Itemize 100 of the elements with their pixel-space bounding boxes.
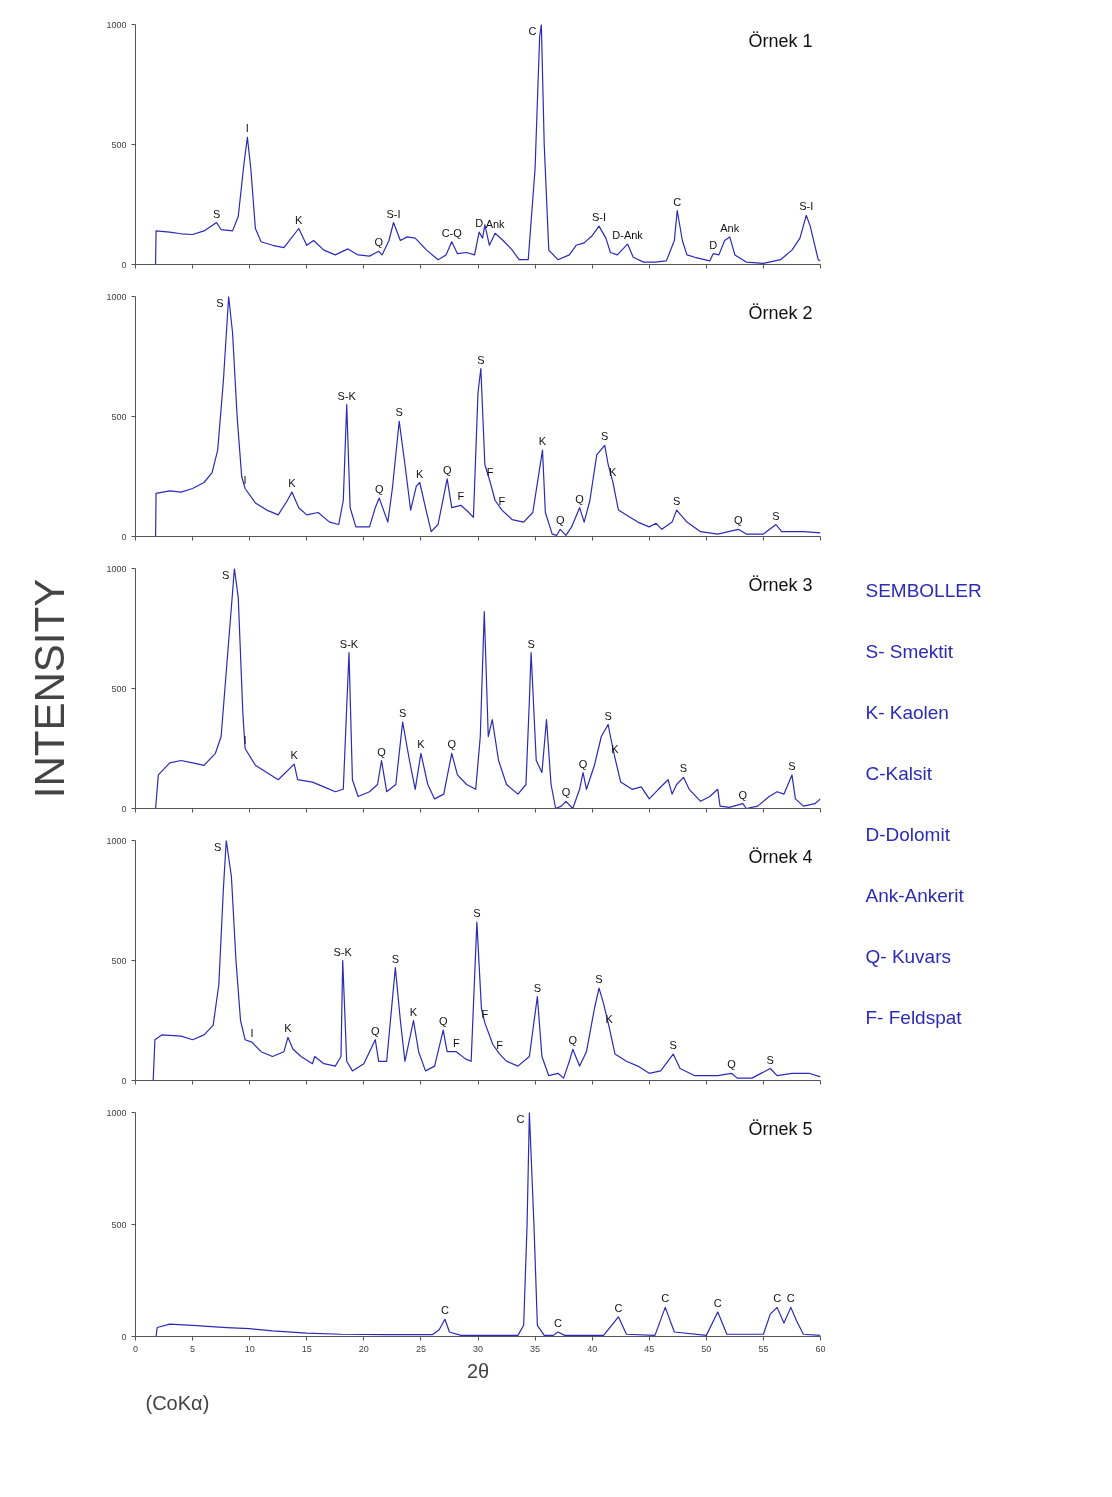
annotation: Q: [555, 514, 565, 527]
annotation: F: [486, 466, 494, 479]
annotation: Q: [377, 745, 387, 758]
annotation: S: [766, 1053, 774, 1066]
chart-title: Örnek 5: [748, 1118, 813, 1139]
line-series: [152, 840, 821, 1081]
annotation: Q: [370, 1024, 380, 1037]
annotation: S-K: [339, 637, 359, 650]
annotation: S-I: [386, 207, 401, 220]
annotation: S: [669, 1039, 677, 1052]
line-series: [155, 1112, 821, 1337]
annotation: Q: [561, 786, 571, 799]
text: Q- Kuvars: [865, 946, 952, 967]
x-tick-label: 10: [244, 1343, 255, 1354]
x-tick-label: 40: [587, 1343, 598, 1354]
y-tick-label: 500: [111, 955, 127, 966]
annotation: C-Q: [441, 226, 463, 239]
annotation: Q: [374, 483, 384, 496]
annotation: S: [672, 495, 681, 508]
annotation: Q: [374, 236, 384, 249]
annotation: K: [609, 466, 618, 479]
line-series: [154, 296, 821, 537]
annotation: K: [284, 1022, 293, 1035]
annotation: Ank: [485, 218, 506, 231]
annotation: C: [440, 1304, 449, 1317]
annotation: S: [595, 973, 603, 986]
y-tick-label: 500: [111, 411, 127, 422]
annotation: S-K: [333, 945, 353, 958]
annotation: K: [538, 435, 547, 448]
text: C-Kalsit: [865, 763, 933, 784]
chart-title: Örnek 3: [748, 574, 813, 595]
annotation: S: [398, 707, 407, 720]
annotation: F: [496, 1039, 504, 1052]
annotation: S: [527, 637, 535, 650]
x-axis-title: 2θ: [466, 1359, 490, 1382]
annotation: C: [614, 1301, 623, 1314]
annotation: Q: [568, 1034, 578, 1047]
x-tick-label: 30: [472, 1343, 484, 1354]
annotation: Q: [734, 514, 744, 527]
annotation: D-Ank: [612, 229, 644, 242]
x-tick-label: 0: [133, 1343, 139, 1354]
annotation: C: [661, 1292, 670, 1305]
annotation: Q: [727, 1058, 737, 1071]
y-tick-label: 1000: [106, 291, 127, 302]
line-series: [154, 24, 821, 265]
text: K- Kaolen: [865, 702, 949, 723]
annotation: Ank: [720, 221, 740, 234]
x-tick-label: 45: [644, 1343, 655, 1354]
x-tick-label: 20: [358, 1343, 369, 1354]
y-tick-label: 0: [121, 259, 127, 270]
x-tick-label: 25: [415, 1343, 426, 1354]
annotation: K: [416, 467, 425, 480]
annotation: S: [604, 709, 612, 722]
annotation: Q: [442, 463, 452, 476]
x-tick-label: 55: [758, 1343, 769, 1354]
annotation: I: [243, 473, 247, 486]
annotation: S: [772, 509, 780, 522]
x-tick-label: 60: [815, 1343, 826, 1354]
x-tick-label: 15: [301, 1343, 312, 1354]
annotation: S: [477, 353, 485, 366]
annotation: I: [243, 733, 247, 746]
annotation: S: [601, 430, 609, 443]
annotation: S: [212, 207, 221, 220]
annotation: S: [222, 568, 230, 581]
annotation: S-I: [799, 200, 814, 213]
annotation: S: [679, 762, 688, 775]
annotation: K: [290, 749, 299, 762]
annotation: F: [457, 490, 465, 503]
text: SEMBOLLER: [865, 580, 982, 601]
annotation: S: [788, 759, 796, 772]
y-tick-label: 0: [121, 531, 127, 542]
annotation: C: [528, 24, 537, 37]
annotation: F: [452, 1036, 460, 1049]
annotation: Q: [578, 757, 588, 770]
annotation: F: [498, 495, 506, 508]
annotation: K: [417, 738, 426, 751]
x-tick-label: 5: [190, 1343, 196, 1354]
annotation: S: [395, 406, 403, 419]
annotation: D: [709, 238, 718, 251]
text: D-Dolomit: [865, 824, 951, 845]
annotation: K: [295, 213, 304, 226]
text: (CoKα): [145, 1391, 210, 1414]
text: F- Feldspat: [865, 1007, 963, 1028]
annotation: C: [713, 1297, 722, 1310]
y-tick-label: 1000: [106, 563, 127, 574]
annotation: S-K: [337, 389, 357, 402]
annotation: C: [516, 1112, 525, 1125]
annotation: C: [773, 1292, 782, 1305]
y-axis-title: INTENSITY: [26, 578, 74, 799]
y-tick-label: 500: [111, 139, 127, 150]
annotation: Q: [575, 492, 585, 505]
annotation: D: [475, 217, 484, 230]
annotation: S: [533, 981, 542, 994]
annotation: K: [409, 1005, 418, 1018]
annotation: C: [786, 1292, 795, 1305]
y-tick-label: 0: [121, 1075, 127, 1086]
annotation: Q: [447, 738, 457, 751]
x-tick-label: 35: [530, 1343, 541, 1354]
y-tick-label: 0: [121, 803, 127, 814]
annotation: S: [213, 840, 222, 853]
